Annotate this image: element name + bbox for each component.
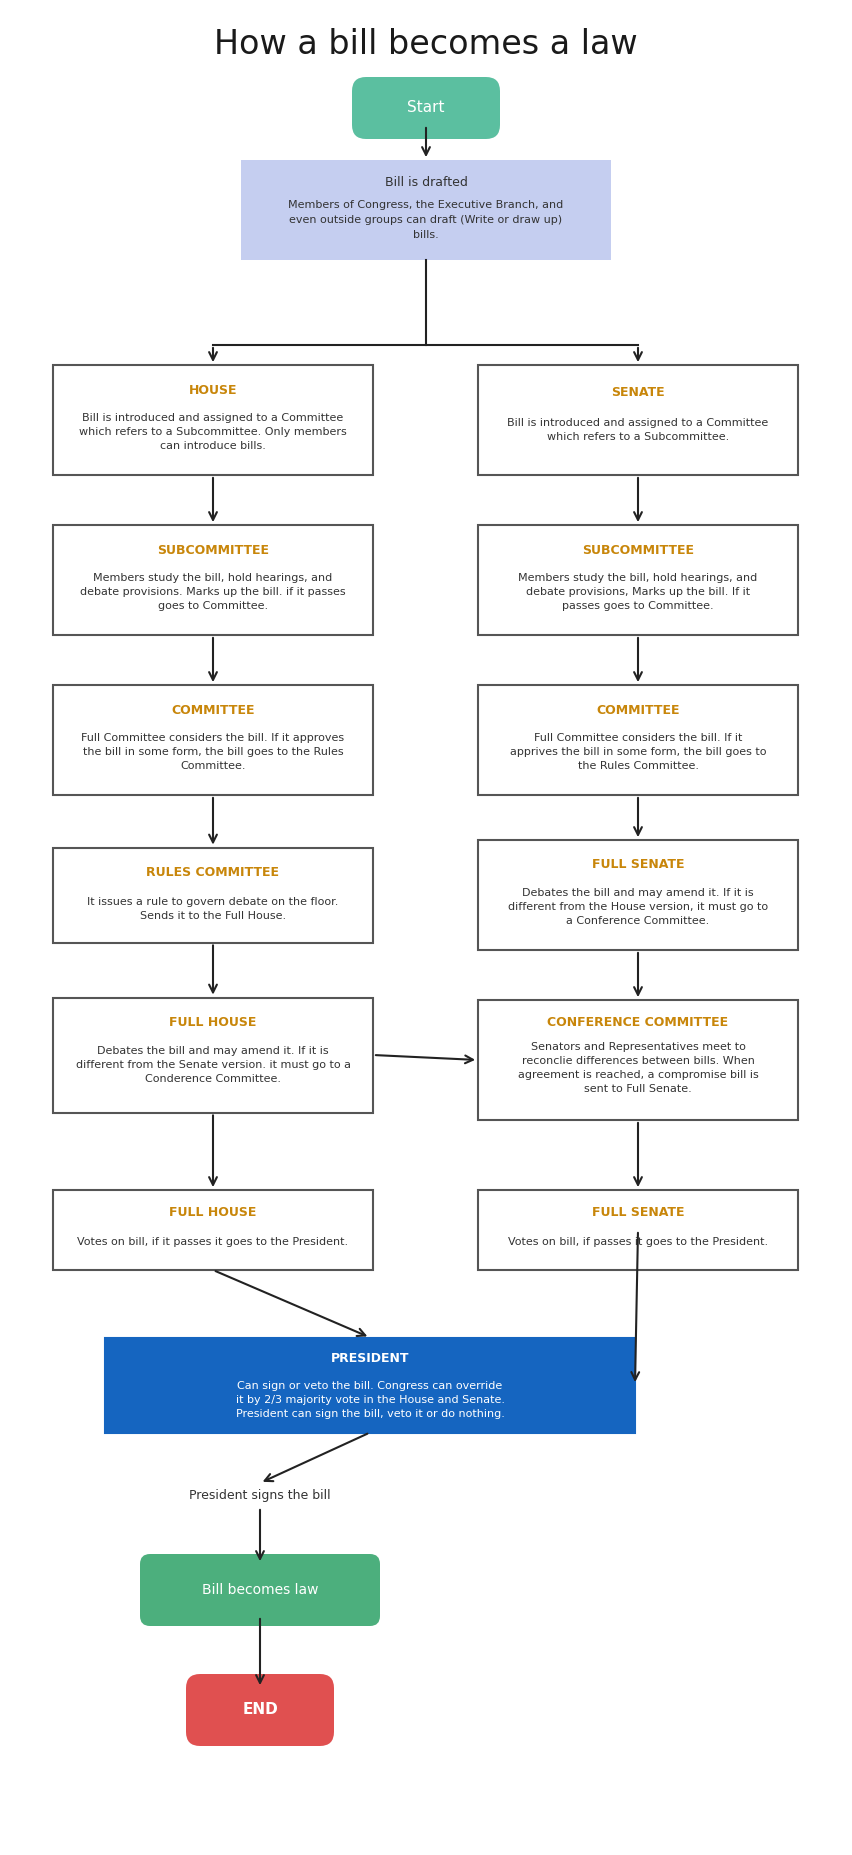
- Bar: [53, 365, 373, 475]
- Text: FULL SENATE: FULL SENATE: [592, 1206, 684, 1219]
- Text: Full Committee considers the bill. If it approves
the bill in some form, the bil: Full Committee considers the bill. If it…: [82, 733, 344, 772]
- Bar: [478, 525, 798, 634]
- Text: President signs the bill: President signs the bill: [189, 1488, 331, 1501]
- Text: Members study the bill, hold hearings, and
debate provisions, Marks up the bill.: Members study the bill, hold hearings, a…: [518, 573, 757, 610]
- Text: Votes on bill, if passes it goes to the President.: Votes on bill, if passes it goes to the …: [508, 1237, 768, 1247]
- Text: RULES COMMITTEE: RULES COMMITTEE: [147, 866, 279, 879]
- Text: FULL HOUSE: FULL HOUSE: [170, 1206, 256, 1219]
- Text: END: END: [242, 1703, 278, 1718]
- Text: How a bill becomes a law: How a bill becomes a law: [214, 28, 638, 61]
- Text: Debates the bill and may amend it. If it is
different from the Senate version. i: Debates the bill and may amend it. If it…: [76, 1046, 350, 1083]
- Text: Debates the bill and may amend it. If it is
different from the House version, it: Debates the bill and may amend it. If it…: [508, 889, 768, 926]
- Text: FULL SENATE: FULL SENATE: [592, 859, 684, 872]
- Text: Start: Start: [407, 100, 445, 115]
- Bar: [53, 1191, 373, 1271]
- Text: Members study the bill, hold hearings, and
debate provisions. Marks up the bill.: Members study the bill, hold hearings, a…: [80, 573, 346, 610]
- Text: Can sign or veto the bill. Congress can override
it by 2/3 majority vote in the : Can sign or veto the bill. Congress can …: [235, 1380, 504, 1419]
- Text: Bill is introduced and assigned to a Committee
which refers to a Subcommittee. O: Bill is introduced and assigned to a Com…: [79, 414, 347, 451]
- Bar: [478, 684, 798, 796]
- Bar: [478, 1000, 798, 1120]
- Text: FULL HOUSE: FULL HOUSE: [170, 1017, 256, 1030]
- Text: Bill is drafted: Bill is drafted: [384, 176, 468, 189]
- Bar: [53, 525, 373, 634]
- FancyBboxPatch shape: [186, 1673, 334, 1746]
- Bar: [478, 365, 798, 475]
- Text: SENATE: SENATE: [611, 386, 665, 399]
- Bar: [53, 848, 373, 942]
- Text: It issues a rule to govern debate on the floor.
Sends it to the Full House.: It issues a rule to govern debate on the…: [87, 898, 339, 920]
- Text: Bill becomes law: Bill becomes law: [202, 1582, 319, 1597]
- Text: SUBCOMMITTEE: SUBCOMMITTEE: [582, 544, 694, 556]
- Text: Members of Congress, the Executive Branch, and
even outside groups can draft (Wr: Members of Congress, the Executive Branc…: [288, 200, 564, 239]
- Text: PRESIDENT: PRESIDENT: [331, 1352, 409, 1365]
- FancyBboxPatch shape: [352, 78, 500, 139]
- Bar: [241, 160, 611, 260]
- Text: Full Committee considers the bill. If it
apprives the bill in some form, the bil: Full Committee considers the bill. If it…: [509, 733, 766, 772]
- FancyBboxPatch shape: [140, 1554, 380, 1627]
- Text: Votes on bill, if it passes it goes to the President.: Votes on bill, if it passes it goes to t…: [78, 1237, 348, 1247]
- Text: COMMITTEE: COMMITTEE: [171, 703, 255, 716]
- Text: CONFERENCE COMMITTEE: CONFERENCE COMMITTEE: [548, 1015, 728, 1028]
- Bar: [478, 840, 798, 950]
- Text: COMMITTEE: COMMITTEE: [596, 703, 680, 716]
- Text: SUBCOMMITTEE: SUBCOMMITTEE: [157, 544, 269, 556]
- Bar: [53, 684, 373, 796]
- Bar: [478, 1191, 798, 1271]
- Bar: [53, 998, 373, 1113]
- Text: HOUSE: HOUSE: [189, 384, 237, 397]
- Text: Bill is introduced and assigned to a Committee
which refers to a Subcommittee.: Bill is introduced and assigned to a Com…: [508, 417, 769, 441]
- Bar: [105, 1337, 635, 1432]
- Text: Senators and Representatives meet to
reconclie differences between bills. When
a: Senators and Representatives meet to rec…: [518, 1043, 758, 1094]
